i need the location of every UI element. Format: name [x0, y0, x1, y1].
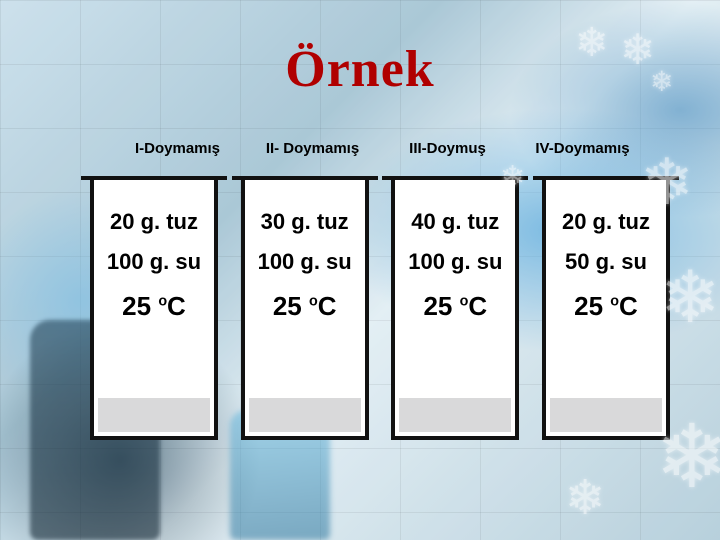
- beaker-glass: 30 g. tuz 100 g. su 25 oC: [241, 180, 369, 440]
- beaker-glass: 40 g. tuz 100 g. su 25 oC: [391, 180, 519, 440]
- beaker-salt-text: 20 g. tuz: [94, 210, 214, 234]
- beaker-water-text: 100 g. su: [94, 250, 214, 274]
- beaker-label-2: II- Doymamış: [245, 140, 380, 157]
- beaker-3: 40 g. tuz 100 g. su 25 oC: [391, 180, 519, 440]
- beakers-row: 20 g. tuz 100 g. su 25 oC 30 g. tuz 100 g. s…: [90, 180, 670, 440]
- beaker-glass: 20 g. tuz 50 g. su 25 oC: [542, 180, 670, 440]
- beaker-salt-text: 40 g. tuz: [395, 210, 515, 234]
- beaker-salt-text: 30 g. tuz: [245, 210, 365, 234]
- beaker-temp-text: 25 oC: [245, 292, 365, 321]
- beaker-liquid: [98, 398, 210, 432]
- beaker-4: 20 g. tuz 50 g. su 25 oC: [542, 180, 670, 440]
- beaker-1: 20 g. tuz 100 g. su 25 oC: [90, 180, 218, 440]
- beaker-salt-text: 20 g. tuz: [546, 210, 666, 234]
- slide-title-text: Örnek: [285, 41, 434, 98]
- beaker-2: 30 g. tuz 100 g. su 25 oC: [241, 180, 369, 440]
- beaker-temp-text: 25 oC: [395, 292, 515, 321]
- beaker-label-1: I-Doymamış: [110, 140, 245, 157]
- beaker-liquid: [399, 398, 511, 432]
- beaker-liquid: [249, 398, 361, 432]
- beaker-liquid: [550, 398, 662, 432]
- beaker-water-text: 100 g. su: [245, 250, 365, 274]
- beaker-label-4: IV-Doymamış: [515, 140, 650, 157]
- beaker-water-text: 50 g. su: [546, 250, 666, 274]
- slide: Örnek I-Doymamış II- Doymamış III-Doymuş…: [0, 0, 720, 540]
- slide-title: Örnek: [0, 40, 720, 99]
- beaker-glass: 20 g. tuz 100 g. su 25 oC: [90, 180, 218, 440]
- beaker-label-3: III-Doymuş: [380, 140, 515, 157]
- beaker-labels-row: I-Doymamış II- Doymamış III-Doymuş IV-Do…: [110, 140, 650, 157]
- beaker-temp-text: 25 oC: [546, 292, 666, 321]
- beaker-water-text: 100 g. su: [395, 250, 515, 274]
- beaker-temp-text: 25 oC: [94, 292, 214, 321]
